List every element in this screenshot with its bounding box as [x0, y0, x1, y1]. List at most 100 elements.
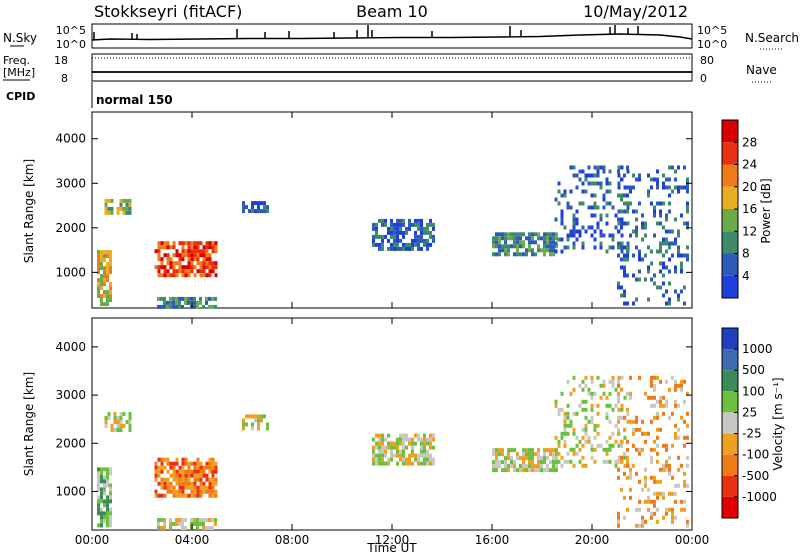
velocity-cell [208, 526, 211, 530]
power-cell [543, 244, 546, 249]
xtick-label: 12:00 [375, 533, 410, 547]
nsky-tick-bottom-left: 10^0 [56, 38, 86, 51]
velocity-cell [590, 403, 594, 408]
power-cell [522, 244, 525, 249]
velocity-cell [166, 481, 170, 486]
power-cell [683, 285, 686, 290]
velocity-cell [665, 459, 668, 464]
velocity-cell [662, 395, 665, 400]
velocity-cell [656, 491, 659, 496]
velocity-cell [103, 475, 106, 480]
power-cell [208, 253, 212, 258]
velocity-cell [169, 465, 173, 470]
power-cell [617, 241, 620, 246]
velocity-cell [202, 522, 205, 526]
velocity-cell [384, 449, 387, 454]
power-cell [683, 165, 686, 170]
velocity-cell [199, 473, 203, 478]
power-cell [653, 209, 656, 214]
power-cell [504, 248, 507, 253]
power-cell [552, 252, 555, 257]
velocity-cell [106, 503, 109, 508]
power-cell [623, 253, 626, 258]
velocity-cell [590, 415, 594, 420]
velocity-cell [106, 467, 109, 472]
velocity-cell [498, 452, 501, 457]
velocity-cell [214, 465, 218, 470]
nsky-tick-top-right: 10^5 [697, 24, 727, 37]
power-cell [620, 249, 624, 254]
velocity-cell [408, 461, 411, 466]
velocity-cell [423, 437, 426, 442]
velocity-cell [257, 422, 260, 427]
velocity-cell [510, 464, 513, 469]
velocity-cell [211, 465, 215, 470]
velocity-cell [605, 395, 609, 400]
velocity-cell [196, 489, 200, 494]
power-cell [596, 221, 600, 226]
power-cell [196, 253, 200, 258]
velocity-cell [205, 518, 208, 522]
velocity-cell [169, 518, 172, 522]
power-cell [166, 269, 170, 274]
power-cell [169, 261, 173, 266]
power-cell [257, 209, 260, 214]
power-cell [659, 241, 662, 246]
power-cell [172, 304, 175, 309]
velocity-cell [683, 443, 686, 448]
power-cell [629, 185, 632, 190]
velocity-cell [605, 459, 609, 464]
power-cell [169, 265, 173, 270]
velocity-colorbar-tick-label: -25 [742, 427, 762, 441]
velocity-cell [632, 419, 635, 424]
power-cell [263, 209, 266, 214]
power-cell [507, 232, 510, 237]
power-cell [611, 233, 615, 238]
velocity-cell [608, 391, 612, 396]
velocity-cell [638, 375, 641, 380]
power-cell [629, 233, 632, 238]
velocity-cell [429, 433, 432, 438]
velocity-cell [181, 522, 184, 526]
velocity-cell [211, 461, 215, 466]
power-cell [546, 232, 549, 237]
power-cell [519, 236, 522, 241]
velocity-cell [650, 419, 653, 424]
power-cell [623, 173, 626, 178]
velocity-cell [172, 489, 176, 494]
velocity-cell [178, 522, 181, 526]
velocity-cell [614, 387, 618, 392]
power-cell [620, 197, 623, 202]
power-cell [662, 181, 665, 186]
velocity-cell [626, 463, 629, 468]
velocity-cell [596, 403, 600, 408]
velocity-cell [181, 485, 185, 490]
power-cell [659, 201, 662, 206]
velocity-cell [575, 435, 579, 440]
power-cell [196, 257, 200, 262]
velocity-cell [543, 460, 546, 465]
power-cell [555, 244, 558, 249]
power-colorbar-swatch [722, 231, 738, 254]
velocity-cell [196, 457, 200, 462]
power-cell [525, 248, 528, 253]
velocity-cell [528, 452, 531, 457]
power-cell [641, 257, 644, 262]
power-ytick-label: 4000 [55, 132, 86, 146]
velocity-cell [662, 491, 665, 496]
power-cell [417, 226, 420, 231]
velocity-cell [617, 427, 620, 432]
velocity-cell [384, 445, 387, 450]
power-cell [522, 252, 525, 257]
power-cell [522, 240, 525, 245]
velocity-cell [178, 493, 182, 498]
velocity-cell [172, 473, 176, 478]
power-cell [495, 244, 498, 249]
velocity-colorbar-swatch [722, 391, 738, 413]
power-cell [638, 173, 641, 178]
velocity-cell [375, 445, 378, 450]
power-cell [163, 273, 167, 278]
power-cell [205, 296, 208, 301]
power-cell [516, 248, 519, 253]
power-cell [650, 201, 653, 206]
